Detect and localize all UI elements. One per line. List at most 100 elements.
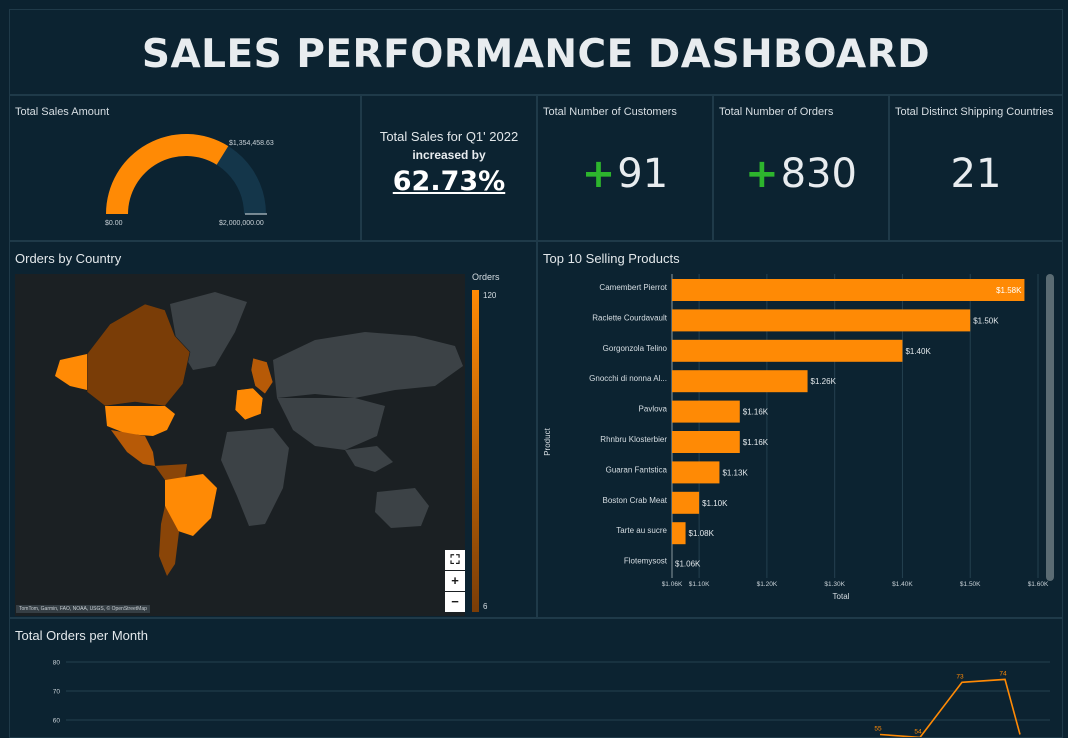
map-region-alaska	[55, 354, 87, 390]
zoom-out-button[interactable]: −	[445, 592, 465, 612]
map-region-argentina	[159, 506, 179, 576]
chart-scrollbar[interactable]	[1046, 274, 1054, 581]
customers-label: Total Number of Customers	[543, 106, 677, 118]
orders-panel: Total Number of Orders +830	[713, 95, 889, 241]
bar[interactable]	[672, 431, 740, 453]
gauge-value-label: $1,354,458.63	[229, 140, 274, 147]
map-region-venezuela	[155, 464, 187, 480]
gauge-max-label: $2,000,000.00	[219, 220, 264, 227]
map-legend-max: 120	[483, 291, 497, 300]
total-sales-gauge	[106, 134, 267, 215]
zoom-in-button[interactable]: +	[445, 571, 465, 591]
category-label: Gnocchi di nonna Al...	[589, 374, 667, 383]
top-products-chart: $1.06K $1.10K $1.20K $1.30K $1.40K $1.50K $1.6…	[543, 274, 1049, 601]
data-label: $1.16K	[743, 408, 769, 417]
x-tick-label: $1.06K	[662, 581, 683, 588]
orders-count: 830	[780, 151, 857, 197]
top-products-title: Top 10 Selling Products	[543, 251, 680, 266]
category-label: Flotemysost	[624, 557, 668, 566]
bar[interactable]	[672, 461, 720, 484]
map-region-europe	[234, 387, 264, 421]
map-region-mexico	[111, 430, 155, 466]
customers-count: 91	[617, 151, 669, 197]
map-region-africa	[221, 428, 289, 526]
q1-growth-caption: Total Sales for Q1' 2022	[379, 129, 519, 144]
x-tick-label: $1.60K	[1028, 581, 1049, 588]
bar[interactable]	[672, 522, 686, 545]
page-title: SALES PERFORMANCE DASHBOARD	[141, 32, 931, 77]
data-label: $1.16K	[743, 438, 769, 447]
bar[interactable]	[672, 370, 808, 393]
data-label: $1.26K	[811, 377, 837, 386]
y-tick-label: 60	[53, 718, 61, 725]
data-label: $1.13K	[722, 468, 748, 477]
x-tick-label: $1.50K	[960, 581, 981, 588]
category-label: Rhnbru Klosterbier	[600, 435, 667, 444]
countries-value: 21	[950, 151, 1002, 197]
gauge-fill	[106, 134, 229, 214]
map-title: Orders by Country	[15, 251, 122, 266]
customers-value: +91	[538, 151, 712, 197]
x-tick-label: $1.30K	[824, 581, 845, 588]
category-label: Guaran Fantstica	[606, 465, 668, 474]
x-tick-label: $1.20K	[757, 581, 778, 588]
point-label: 55	[874, 726, 882, 733]
map-legend-gradient	[472, 290, 479, 612]
data-label: $1.06K	[675, 560, 701, 569]
fullscreen-button[interactable]: ⛶	[445, 550, 465, 570]
world-map[interactable]: ⛶ + − TomTom, Garmin, FAO, NOAA, USGS, ©…	[15, 274, 465, 616]
x-tick-label: $1.40K	[892, 581, 913, 588]
increase-plus-icon: +	[745, 151, 779, 197]
y-tick-label: 70	[53, 689, 61, 696]
point-label: 73	[956, 673, 964, 680]
y-tick-label: 80	[53, 660, 61, 667]
gauge-min-label: $0.00	[105, 220, 123, 227]
increase-plus-icon: +	[581, 151, 616, 197]
total-sales-panel: Total Sales Amount $1,354,458.63 $0.00 $…	[9, 95, 361, 241]
top-products-panel: Top 10 Selling Products $1.06K $1.10K $1.2…	[537, 241, 1063, 618]
x-tick-label: $1.10K	[689, 581, 710, 588]
q1-growth-subcaption: increased by	[412, 148, 486, 162]
data-label: $1.10K	[702, 499, 728, 508]
countries-panel: Total Distinct Shipping Countries 21	[889, 95, 1063, 241]
bar[interactable]	[672, 279, 1025, 301]
map-region-usa	[105, 406, 175, 436]
bar[interactable]	[672, 491, 700, 514]
map-region-russia	[273, 332, 463, 398]
map-legend-min: 6	[483, 602, 488, 611]
map-attribution: TomTom, Garmin, FAO, NOAA, USGS, © OpenS…	[16, 605, 150, 613]
monthly-orders-chart: 60 70 80 55 54 73 74	[53, 660, 1050, 737]
category-label: Gorgonzola Telino	[603, 344, 668, 353]
orders-by-country-panel: Orders by Country	[9, 241, 537, 618]
category-label: Pavlova	[639, 405, 668, 414]
bar[interactable]	[672, 309, 971, 332]
point-label: 54	[914, 728, 922, 735]
countries-label: Total Distinct Shipping Countries	[895, 106, 1054, 118]
map-legend-title: Orders	[472, 272, 500, 282]
map-region-southeast-asia	[345, 446, 393, 472]
map-region-scandinavia	[250, 357, 274, 395]
category-label: Raclette Courdavault	[592, 313, 667, 322]
data-label: $1.40K	[905, 347, 931, 356]
point-label: 74	[999, 670, 1007, 677]
map-region-australia	[375, 488, 429, 528]
title-panel: SALES PERFORMANCE DASHBOARD	[9, 9, 1063, 95]
series-line	[879, 678, 1021, 737]
monthly-orders-title: Total Orders per Month	[15, 628, 148, 643]
map-region-canada	[86, 303, 191, 407]
bar[interactable]	[672, 400, 740, 423]
y-axis-title: Product	[543, 427, 552, 455]
data-label: $1.50K	[973, 316, 999, 325]
total-sales-label: Total Sales Amount	[15, 106, 110, 118]
map-region-asia	[277, 398, 385, 450]
map-region-greenland	[170, 292, 247, 370]
q1-growth-panel: Total Sales for Q1' 2022 increased by 62…	[361, 95, 537, 241]
category-label: Tarte au sucre	[616, 526, 667, 535]
bar[interactable]	[672, 339, 903, 362]
monthly-orders-panel: Total Orders per Month 60 70 80 55 54 73 74	[9, 618, 1063, 738]
map-region-brazil	[165, 474, 217, 536]
customers-panel: Total Number of Customers +91	[537, 95, 713, 241]
q1-growth-percentage: 62.73%	[392, 166, 506, 197]
orders-label: Total Number of Orders	[719, 106, 834, 118]
data-label: $1.08K	[689, 529, 715, 538]
